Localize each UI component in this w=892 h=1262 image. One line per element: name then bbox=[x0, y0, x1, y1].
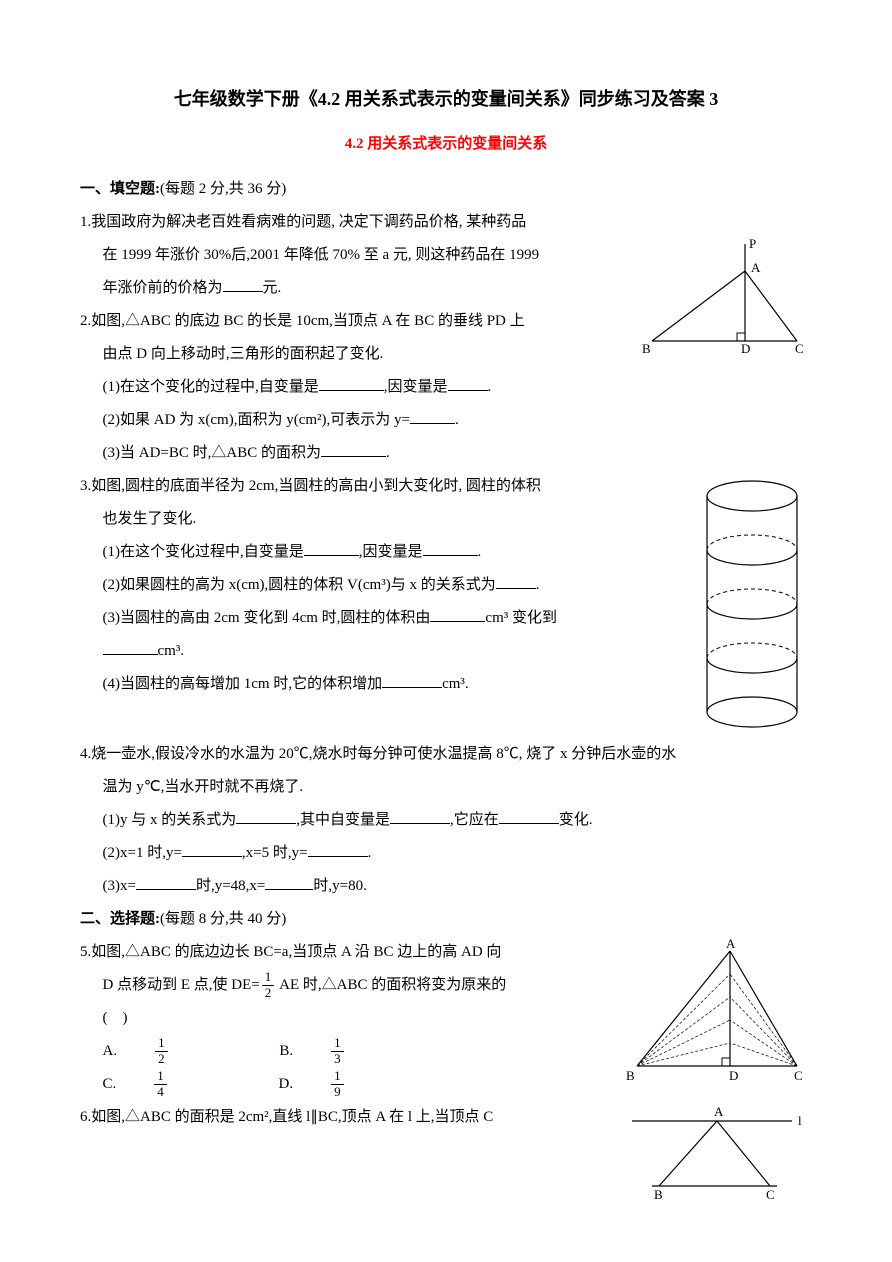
blank bbox=[423, 541, 478, 556]
section-1-head: 一、填空题:(每题 2 分,共 36 分) bbox=[80, 173, 812, 206]
svg-text:B: B bbox=[626, 1068, 635, 1083]
blank bbox=[382, 673, 442, 688]
svg-text:l: l bbox=[798, 1113, 802, 1128]
svg-text:B: B bbox=[654, 1187, 663, 1201]
q4-line2: 温为 y℃,当水开时就不再烧了. bbox=[80, 771, 812, 804]
svg-text:A: A bbox=[751, 260, 761, 275]
q4-p2: (2)x=1 时,y=,x=5 时,y=. bbox=[80, 837, 812, 870]
svg-text:D: D bbox=[729, 1068, 738, 1083]
blank bbox=[410, 409, 455, 424]
choice-c: C.14 bbox=[103, 1068, 239, 1101]
svg-text:D: D bbox=[741, 341, 750, 356]
q4-line1: 4.烧一壶水,假设冷水的水温为 20℃,烧水时每分钟可使水温提高 8℃, 烧了 … bbox=[80, 738, 812, 771]
section-1-label: 一、填空题: bbox=[80, 181, 160, 197]
svg-text:B: B bbox=[642, 341, 651, 356]
svg-text:C: C bbox=[794, 1068, 803, 1083]
choice-d: D.19 bbox=[279, 1068, 416, 1101]
blank bbox=[103, 640, 158, 655]
blank bbox=[182, 842, 242, 857]
blank bbox=[265, 875, 313, 890]
doc-subtitle: 4.2 用关系式表示的变量间关系 bbox=[80, 128, 812, 161]
doc-title: 七年级数学下册《4.2 用关系式表示的变量间关系》同步练习及答案 3 bbox=[80, 80, 812, 120]
figure-triangle-ad: A B D C bbox=[622, 936, 812, 1086]
blank bbox=[430, 607, 485, 622]
blank bbox=[499, 809, 559, 824]
figure-triangle-pd: P A B D C bbox=[637, 236, 812, 356]
svg-text:A: A bbox=[726, 936, 736, 951]
fraction: 12 bbox=[262, 970, 275, 1000]
blank bbox=[448, 376, 488, 391]
q2-p2: (2)如果 AD 为 x(cm),面积为 y(cm²),可表示为 y=. bbox=[80, 404, 812, 437]
section-2-head: 二、选择题:(每题 8 分,共 40 分) bbox=[80, 903, 812, 936]
q4-p3: (3)x=时,y=48,x=时,y=80. bbox=[80, 870, 812, 903]
svg-text:A: A bbox=[714, 1104, 724, 1119]
blank bbox=[236, 809, 296, 824]
blank bbox=[304, 541, 359, 556]
blank bbox=[390, 809, 450, 824]
choice-b: B.13 bbox=[279, 1035, 415, 1068]
figure-parallel-line: A l B C bbox=[622, 1101, 812, 1201]
blank bbox=[223, 277, 263, 292]
q2-p1: (1)在这个变化的过程中,自变量是,因变量是. bbox=[80, 371, 812, 404]
section-2-label: 二、选择题: bbox=[80, 911, 160, 927]
q4-p1: (1)y 与 x 的关系式为,其中自变量是,它应在变化. bbox=[80, 804, 812, 837]
blank bbox=[321, 442, 386, 457]
svg-text:C: C bbox=[795, 341, 804, 356]
section-2-rule: (每题 8 分,共 40 分) bbox=[160, 911, 286, 927]
blank bbox=[496, 574, 536, 589]
svg-text:P: P bbox=[749, 236, 756, 251]
q2-p3: (3)当 AD=BC 时,△ABC 的面积为. bbox=[80, 437, 812, 470]
svg-text:C: C bbox=[766, 1187, 775, 1201]
figure-cylinder bbox=[692, 474, 812, 734]
q1-line1: 1.我国政府为解决老百姓看病难的问题, 决定下调药品价格, 某种药品 bbox=[80, 206, 812, 239]
blank bbox=[319, 376, 384, 391]
section-1-rule: (每题 2 分,共 36 分) bbox=[160, 181, 286, 197]
blank bbox=[136, 875, 196, 890]
blank bbox=[308, 842, 368, 857]
choice-a: A.12 bbox=[103, 1035, 240, 1068]
